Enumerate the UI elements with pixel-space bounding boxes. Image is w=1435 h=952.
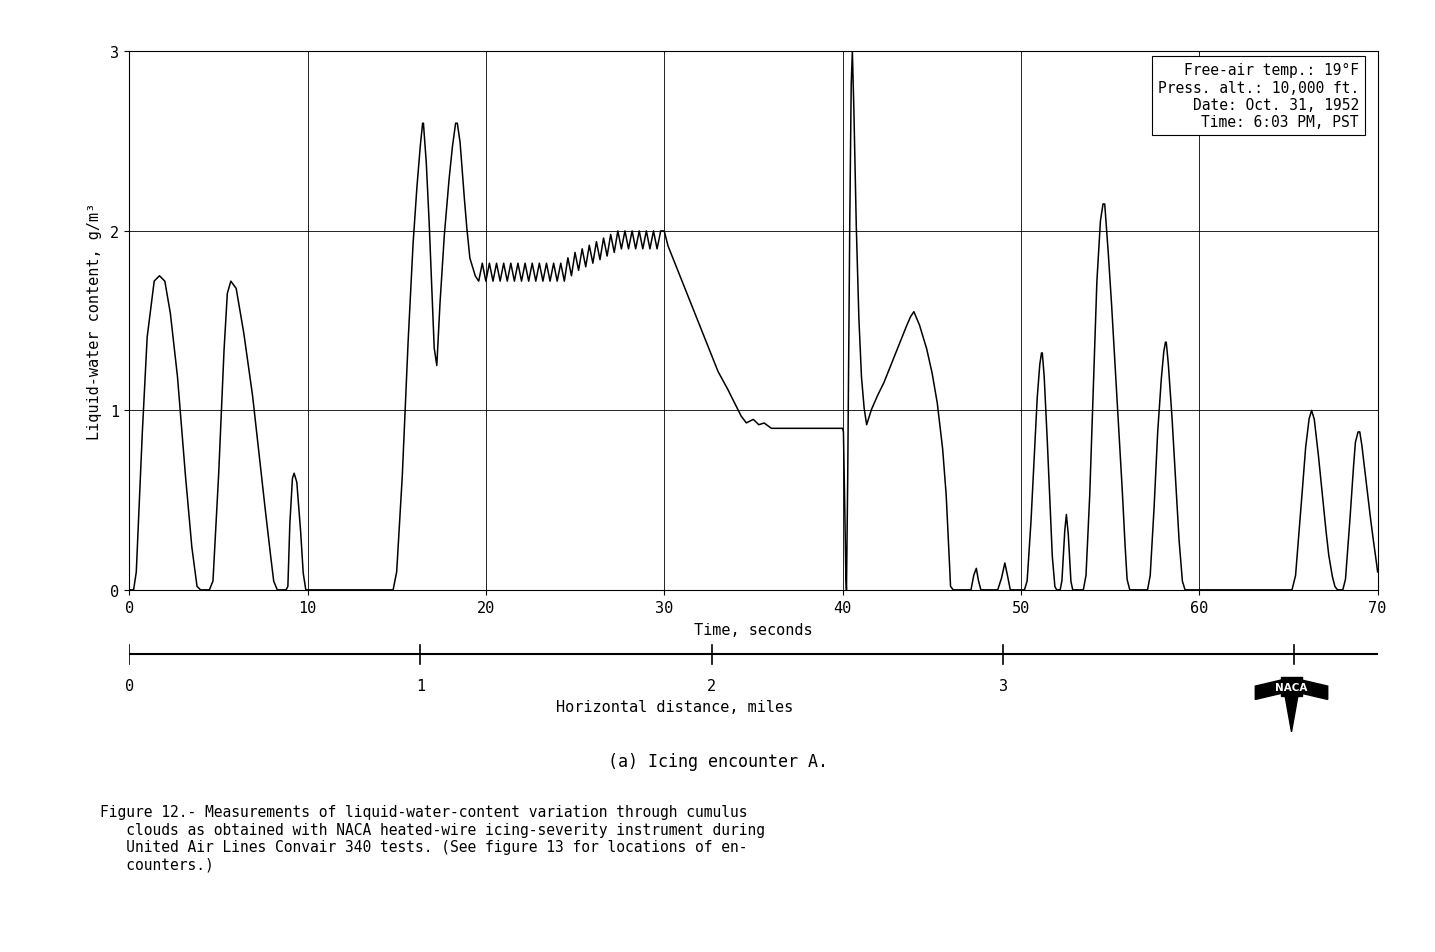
Polygon shape (1281, 679, 1302, 732)
Text: 1: 1 (416, 678, 425, 693)
Text: Free-air temp.: 19°F
Press. alt.: 10,000 ft.
Date: Oct. 31, 1952
Time: 6:03 PM, : Free-air temp.: 19°F Press. alt.: 10,000… (1158, 63, 1359, 130)
X-axis label: Time, seconds: Time, seconds (695, 622, 812, 637)
Polygon shape (1256, 679, 1287, 700)
FancyBboxPatch shape (1281, 677, 1302, 696)
Text: NACA: NACA (1276, 683, 1307, 692)
Text: 3: 3 (999, 678, 1007, 693)
Polygon shape (1296, 679, 1327, 700)
Text: Horizontal distance, miles: Horizontal distance, miles (555, 700, 794, 715)
Text: 2: 2 (707, 678, 716, 693)
Text: Figure 12.- Measurements of liquid-water-content variation through cumulus
   cl: Figure 12.- Measurements of liquid-water… (100, 804, 765, 872)
Text: 0: 0 (125, 678, 133, 693)
Text: (a) Icing encounter A.: (a) Icing encounter A. (607, 752, 828, 770)
Text: 4: 4 (1290, 678, 1299, 693)
Y-axis label: Liquid-water content, g/m³: Liquid-water content, g/m³ (88, 203, 102, 440)
